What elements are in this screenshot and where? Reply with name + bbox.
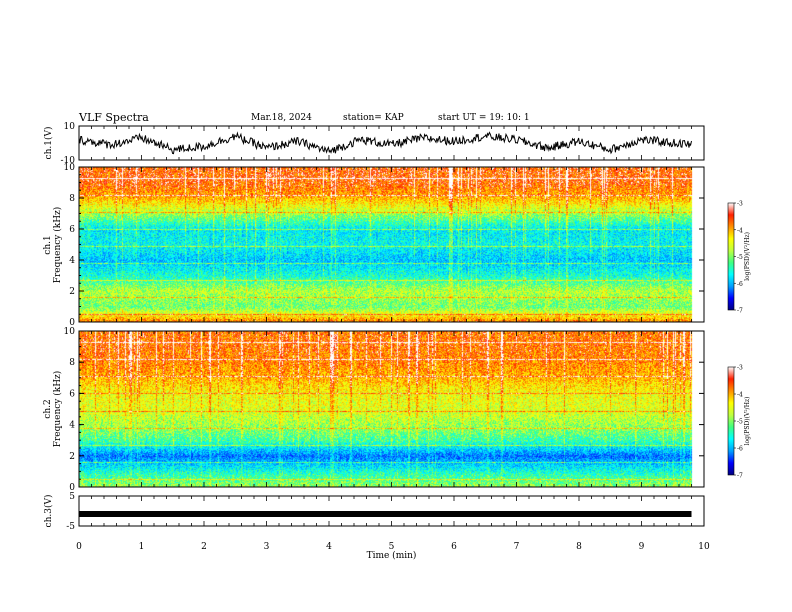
x-tick-label: 2 (201, 542, 207, 552)
ch1-spec-ylabel: ch.1 Frequency (kHz) (43, 207, 63, 284)
colorbar-tick-label: -3 (737, 365, 743, 372)
colorbar-tick-label: -4 (737, 392, 743, 399)
start-time-label: start UT = 19: 10: 1 (438, 113, 530, 123)
colorbar-label: log(PSD)(V²/Hz) (744, 232, 751, 281)
y-tick-label: 6 (69, 389, 75, 399)
spectrogram-ch1-spectrogram (79, 167, 704, 322)
colorbar-tick-label: -7 (737, 473, 743, 480)
x-tick-label: 0 (76, 542, 82, 552)
ch2-spec-ylabel: ch.2 Frequency (kHz) (43, 371, 63, 448)
y-tick-label: 10 (64, 163, 76, 173)
ch2-spec-ylabel-line: Frequency (kHz) (52, 371, 63, 448)
plot-title: VLF Spectra (79, 111, 149, 124)
ch2-spec-ylabel-line: ch.2 (43, 399, 53, 418)
ch3-ylabel: ch.3(V) (43, 495, 54, 528)
y-tick-label: 0 (69, 483, 75, 493)
colorbar-label: log(PSD)(V²/Hz) (744, 397, 751, 446)
y-tick-label: 10 (64, 327, 76, 337)
y-tick-label: 8 (69, 194, 75, 204)
x-tick-label: 10 (698, 542, 710, 552)
ch1-waveform-line (78, 131, 692, 155)
colorbar-tick-label: -3 (737, 201, 743, 208)
spectrogram-ch2-spectrogram (79, 331, 704, 487)
date-label: Mar.18, 2024 (251, 113, 312, 123)
x-tick-label: 1 (139, 542, 145, 552)
colorbar-tick-label: -6 (737, 446, 743, 453)
y-tick-label: -5 (66, 522, 75, 532)
y-tick-label: 2 (69, 452, 75, 462)
x-axis-label: Time (min) (367, 550, 417, 561)
y-tick-label: 2 (69, 287, 75, 297)
y-tick-label: 0 (69, 318, 75, 328)
x-tick-label: 9 (639, 542, 645, 552)
ch1-ylabel: ch.1(V) (43, 127, 54, 160)
x-tick-label: 5 (389, 542, 395, 552)
colorbar-2 (727, 366, 735, 476)
x-tick-label: 7 (514, 542, 520, 552)
y-tick-label: 5 (69, 492, 75, 502)
y-tick-label: 4 (69, 421, 75, 431)
colorbar-tick-label: -7 (737, 308, 743, 315)
colorbar-label-group: log(PSD)(V²/Hz) (744, 232, 751, 281)
station-label: station= KAP (343, 113, 404, 123)
y-tick-label: 4 (69, 256, 75, 266)
colorbar-1 (727, 202, 735, 311)
colorbar-tick-label: -6 (737, 281, 743, 288)
y-tick-label: 8 (69, 358, 75, 368)
ch1-ylabel-line: ch.1(V) (43, 127, 54, 160)
x-tick-label: 3 (264, 542, 270, 552)
x-tick-label: 4 (326, 542, 332, 552)
colorbar-tick-label: -5 (737, 419, 743, 426)
ch1-spec-ylabel-line: Frequency (kHz) (52, 207, 63, 284)
colorbar-tick-label: -4 (737, 227, 743, 234)
colorbar-label-group: log(PSD)(V²/Hz) (744, 397, 751, 446)
ch1-spec-ylabel-line: ch.1 (43, 235, 53, 254)
colorbar-tick-label: -5 (737, 254, 743, 261)
ch3-ylabel-line: ch.3(V) (43, 495, 54, 528)
y-tick-label: 6 (69, 225, 75, 235)
y-tick-label: -10 (61, 156, 76, 166)
x-tick-label: 6 (451, 542, 457, 552)
y-tick-label: 10 (64, 122, 76, 132)
x-tick-label: 8 (576, 542, 582, 552)
